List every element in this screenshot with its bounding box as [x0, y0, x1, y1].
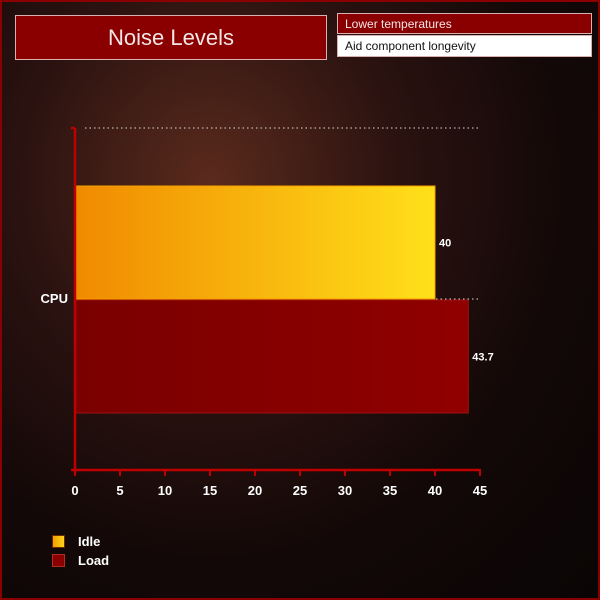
x-tick-label: 5: [116, 483, 123, 498]
bar-load: [74, 299, 469, 414]
x-tick-label: 45: [473, 483, 487, 498]
legend-label-load: Load: [78, 553, 110, 568]
category-label-cpu: CPU: [41, 291, 68, 306]
x-tick-label: 15: [203, 483, 217, 498]
data-label-idle: 40: [439, 238, 451, 250]
x-tick-label: 40: [428, 483, 442, 498]
legend-item-load: Load: [52, 551, 109, 570]
x-tick-label: 10: [158, 483, 172, 498]
chart-title: Noise Levels: [15, 15, 327, 60]
x-tick-label: 30: [338, 483, 352, 498]
legend: Idle Load: [52, 532, 109, 570]
data-label-load: 43.7: [472, 352, 493, 364]
tag-lower-temperatures: Lower temperatures: [337, 13, 592, 34]
tag-component-longevity: Aid component longevity: [337, 35, 592, 57]
x-tick-label: 25: [293, 483, 307, 498]
bar-idle: [74, 185, 436, 300]
legend-item-idle: Idle: [52, 532, 109, 551]
legend-swatch-load: [52, 554, 65, 567]
legend-swatch-idle: [52, 535, 65, 548]
x-tick-label: 35: [383, 483, 397, 498]
legend-label-idle: Idle: [78, 534, 101, 549]
x-tick-label: 0: [71, 483, 78, 498]
x-tick-label: 20: [248, 483, 262, 498]
